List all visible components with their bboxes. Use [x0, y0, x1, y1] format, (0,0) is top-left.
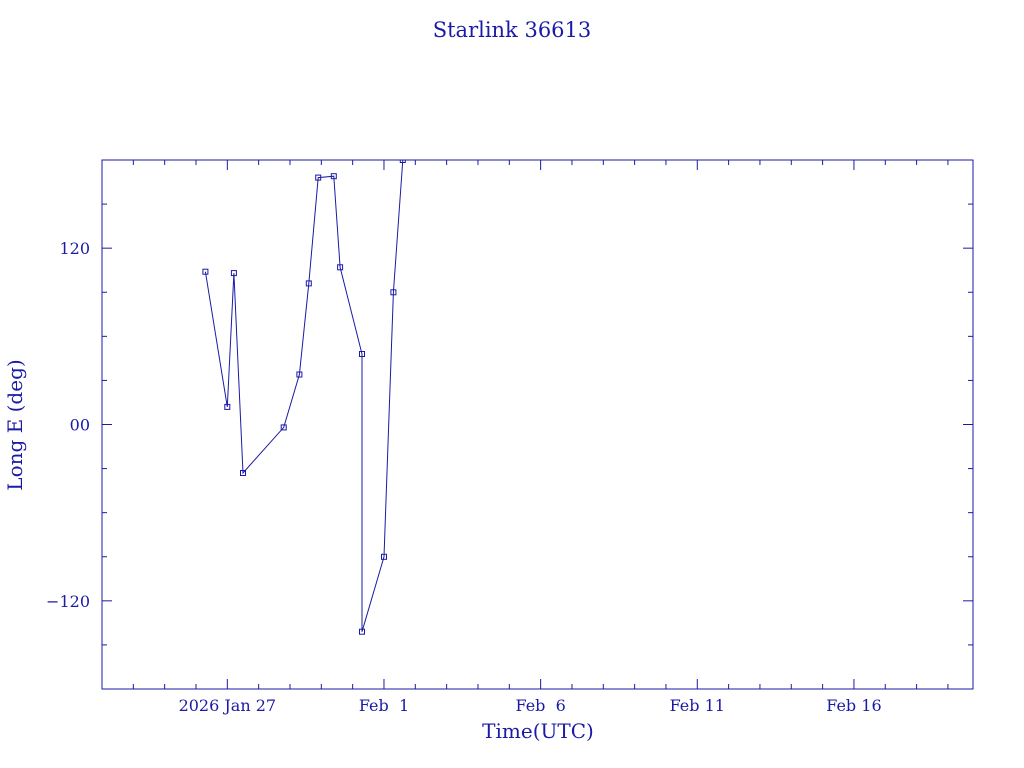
data-point [240, 470, 246, 476]
data-point [296, 371, 303, 378]
data-point [280, 424, 287, 431]
plot-frame [101, 159, 974, 690]
data-point [359, 351, 365, 357]
plot-area [202, 160, 406, 635]
x-tick-label: Feb 11 [670, 696, 725, 715]
data-point [305, 280, 312, 287]
data-point [390, 289, 397, 296]
y-tick-label: −120 [46, 592, 90, 611]
chart-title: Starlink 36613 [433, 18, 592, 42]
y-axis-ticks [102, 203, 973, 646]
y-axis-label: Long E (deg) [3, 359, 27, 490]
x-axis-tick-labels: 2026 Jan 27 Feb 1 Feb 6 Feb 11 Feb 16 [179, 696, 882, 715]
data-point [330, 173, 337, 180]
data-point [337, 264, 344, 271]
x-axis-ticks [132, 160, 949, 689]
data-point [381, 553, 387, 560]
data-point [399, 160, 406, 163]
x-axis-label: Time(UTC) [482, 719, 594, 743]
x-tick-label: Feb 6 [515, 696, 565, 715]
x-tick-label: Feb 1 [359, 696, 409, 715]
data-point [315, 174, 322, 181]
y-tick-label: 120 [59, 239, 90, 258]
data-point [224, 403, 231, 410]
y-tick-label: 00 [70, 416, 90, 435]
y-axis-tick-labels: 120 00 −120 [46, 239, 90, 611]
x-tick-label: Feb 16 [826, 696, 881, 715]
x-tick-label: 2026 Jan 27 [179, 696, 277, 715]
data-point [202, 268, 209, 275]
series-group [202, 160, 406, 635]
series-line [204, 160, 404, 632]
data-point [230, 270, 237, 277]
data-point [359, 628, 365, 635]
